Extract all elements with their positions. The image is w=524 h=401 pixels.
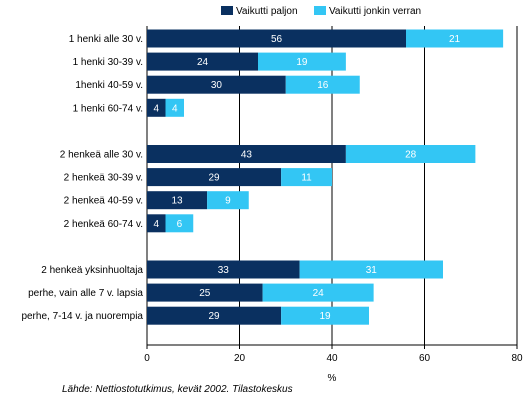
bar-paljon (147, 52, 258, 71)
data-label: 29 (209, 311, 221, 322)
data-label: 30 (211, 80, 223, 91)
data-label: 19 (320, 311, 332, 322)
data-label: 6 (177, 219, 183, 230)
bar-jonkin-verran (262, 283, 374, 302)
data-label: 29 (209, 173, 221, 184)
data-label: 33 (218, 265, 230, 276)
category-label: 2 henkeä 30-39 v. (64, 173, 143, 184)
data-label: 31 (366, 265, 378, 276)
bar-jonkin-verran (299, 260, 443, 279)
bar-jonkin-verran (281, 168, 332, 187)
data-label: 25 (199, 288, 211, 299)
x-tick-label-20: 20 (234, 353, 246, 364)
legend-swatch (221, 6, 233, 15)
x-tick-label-40: 40 (326, 353, 338, 364)
category-label: perhe, 7-14 v. ja nuorempia (21, 311, 143, 322)
x-axis-label: % (328, 373, 337, 384)
data-label: 11 (301, 173, 312, 184)
category-label: 2 henkeä yksinhuoltaja (41, 265, 143, 276)
legend-label: Vaikutti paljon (236, 6, 298, 17)
bar-jonkin-verran (165, 214, 194, 233)
legend-swatch (314, 6, 326, 15)
data-label: 19 (296, 57, 308, 68)
data-label: 43 (241, 150, 253, 161)
bar-paljon (147, 168, 282, 187)
data-label: 13 (172, 196, 184, 207)
bar-paljon (147, 306, 282, 325)
category-label: 1 henki 30-39 v. (73, 57, 143, 68)
data-label: 24 (197, 57, 209, 68)
category-labels: 1 henki alle 30 v. 1 henki 30-39 v. 1henki… (21, 34, 143, 322)
bar-jonkin-verran (281, 306, 369, 325)
source-note: Lähde: Nettiostotutkimus, kevät 2002. Ti… (62, 384, 293, 395)
bar-jonkin-verran (345, 145, 476, 163)
bars: 56 21 24 19 30 16 4 4 43 28 29 11 13 9 4 6 33 31 25 24 29 19 (147, 29, 504, 325)
x-tick-labels: 0 20 40 60 80 (144, 353, 523, 364)
data-label: 24 (313, 288, 325, 299)
category-label: 1 henki 60-74 v. (73, 103, 143, 114)
bar-jonkin-verran (285, 75, 360, 94)
bar-paljon (147, 29, 406, 48)
data-label: 16 (317, 80, 329, 91)
x-tick-label-80: 80 (511, 353, 523, 364)
bar-paljon (147, 191, 208, 210)
bar-paljon (147, 145, 346, 163)
category-label: 2 henkeä 40-59 v. (64, 196, 143, 207)
bar-jonkin-verran (406, 29, 504, 48)
category-label: 1henki 40-59 v. (75, 80, 143, 91)
bar-jonkin-verran (207, 191, 249, 210)
x-tick-label-0: 0 (144, 353, 150, 364)
x-tick-label-60: 60 (419, 353, 431, 364)
category-label: 2 henkeä alle 30 v. (60, 150, 143, 161)
bar-paljon (147, 214, 166, 233)
bar-jonkin-verran (258, 52, 346, 71)
data-label: 4 (153, 219, 159, 230)
data-label: 4 (153, 103, 159, 114)
legend: Vaikutti paljon Vaikutti jonkin verran (221, 6, 421, 17)
data-label: 4 (172, 103, 178, 114)
legend-label: Vaikutti jonkin verran (329, 6, 421, 17)
data-label: 9 (225, 196, 231, 207)
bar-paljon (147, 75, 286, 94)
data-label: 28 (405, 150, 417, 161)
bar-paljon (147, 98, 166, 117)
data-label: 56 (271, 34, 283, 45)
category-label: 1 henki alle 30 v. (69, 34, 143, 45)
bar-paljon (147, 283, 263, 302)
bar-jonkin-verran (165, 98, 184, 117)
category-label: perhe, vain alle 7 v. lapsia (28, 288, 143, 299)
category-label: 2 henkeä 60-74 v. (64, 219, 143, 230)
bar-paljon (147, 260, 300, 279)
data-label: 21 (449, 34, 461, 45)
